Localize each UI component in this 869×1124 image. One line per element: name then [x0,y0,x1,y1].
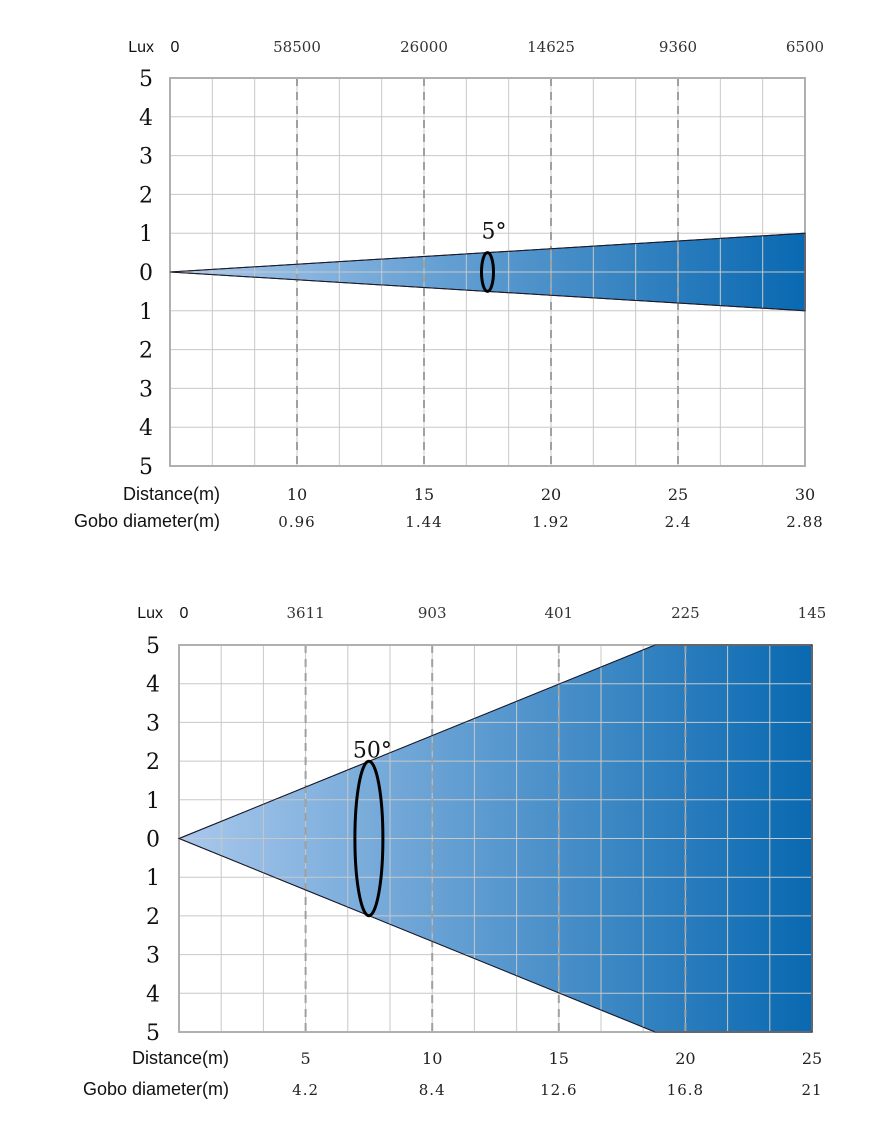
lux-value: 6500 [786,38,824,56]
y-tick-label: 3 [146,711,160,736]
y-tick-label: 2 [139,183,153,208]
beam-cross-section-ellipse [480,251,495,293]
lux-value: 145 [798,604,827,622]
lux-zero: 0 [171,39,180,56]
y-tick-label: 1 [146,789,160,814]
lux-value: 14625 [527,38,575,56]
beam-angle-label: 5° [482,220,507,245]
y-tick-label: 2 [146,905,160,930]
lux-value: 3611 [287,604,325,622]
gobo-diameter-value: 21 [801,1081,822,1099]
y-tick-label: 3 [139,377,153,402]
gobo-diameter-value: 12.6 [540,1081,577,1099]
distance-axis-label: Distance(m) [123,484,220,504]
distance-value: 30 [795,485,815,504]
lux-label: Lux [128,39,154,56]
gobo-diameter-value: 2.4 [665,513,692,531]
distance-value: 10 [287,485,307,504]
distance-value: 10 [422,1049,442,1068]
distance-value: 15 [549,1049,569,1068]
gobo-diameter-value: 4.2 [292,1081,319,1099]
lux-value: 401 [544,604,573,622]
beam-outline [177,644,813,1033]
y-tick-label: 3 [139,145,153,170]
distance-value: 25 [802,1049,822,1068]
y-tick-label: 1 [146,866,160,891]
gobo-diameter-value: 1.44 [405,513,442,531]
y-tick-label: 0 [139,261,153,286]
y-tick-label: 4 [139,106,153,131]
y-tick-label: 1 [139,300,153,325]
gobo-diameter-value: 16.8 [667,1081,704,1099]
lux-value: 26000 [400,38,448,56]
gobo-diameter-value: 1.92 [532,513,569,531]
y-tick-label: 5 [139,67,153,92]
y-tick-label: 4 [146,982,160,1007]
y-tick-label: 2 [139,339,153,364]
distance-value: 15 [414,485,434,504]
y-tick-label: 4 [139,416,153,441]
lux-value: 903 [418,604,447,622]
gobo-diameter-value: 2.88 [786,513,823,531]
lux-zero: 0 [180,605,189,622]
y-tick-label: 5 [146,1021,160,1046]
gobo-diameter-value: 0.96 [278,513,315,531]
distance-value: 20 [675,1049,695,1068]
distance-axis-label: Distance(m) [132,1048,229,1068]
gobo-diameter-value: 8.4 [419,1081,446,1099]
distance-value: 20 [541,485,561,504]
lux-value: 225 [671,604,700,622]
gobo-axis-label: Gobo diameter(m) [83,1079,229,1099]
lux-value: 58500 [273,38,321,56]
y-tick-label: 3 [146,944,160,969]
distance-value: 5 [301,1049,311,1068]
y-tick-label: 4 [146,673,160,698]
beam-angle-label: 50° [353,738,392,763]
y-tick-label: 5 [146,634,160,659]
beam-cross-section-ellipse [353,759,385,918]
lux-value: 9360 [659,38,697,56]
y-tick-label: 1 [139,222,153,247]
y-tick-label: 0 [146,828,160,853]
lux-label: Lux [137,605,163,622]
gobo-axis-label: Gobo diameter(m) [74,511,220,531]
y-tick-label: 5 [139,455,153,480]
y-tick-label: 2 [146,750,160,775]
distance-value: 25 [668,485,688,504]
